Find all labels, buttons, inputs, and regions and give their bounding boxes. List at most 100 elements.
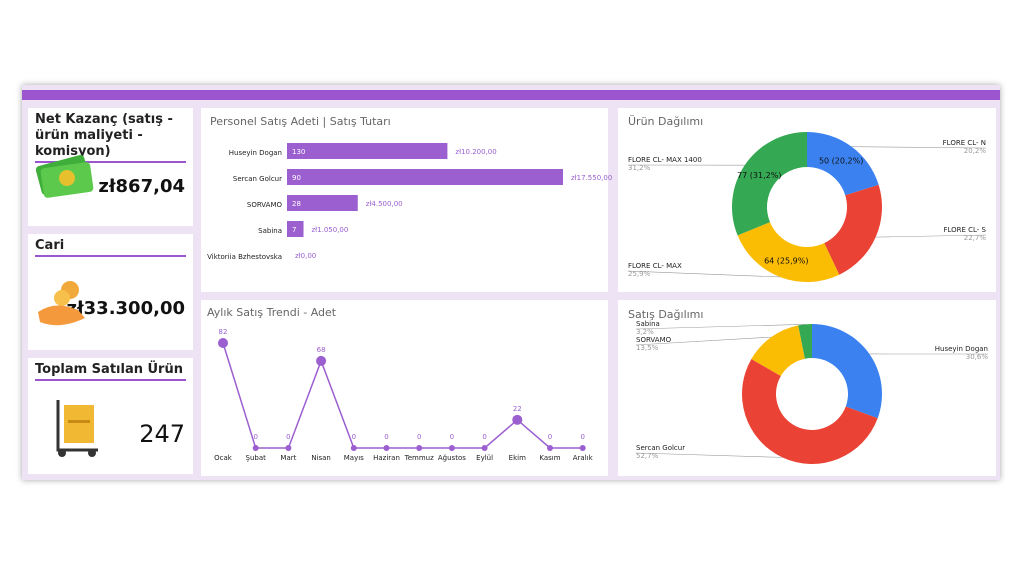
data-label: 22 (513, 405, 522, 413)
slice-label: 64 (25,9%) (764, 257, 808, 266)
bar (287, 143, 448, 159)
x-tick-label: Haziran (373, 454, 400, 462)
data-label: 0 (352, 433, 356, 441)
card-value: zł867,04 (98, 176, 185, 197)
legend-label: FLORE CL- MAX (628, 262, 682, 270)
data-label: zł1.050,00 (312, 226, 349, 234)
data-label: 0 (450, 433, 454, 441)
slice (741, 359, 878, 464)
y-tick-label: Sercan Golcur (233, 175, 282, 183)
chart-title: Ürün Dağılımı (628, 115, 703, 128)
point (448, 445, 455, 451)
x-tick-label: Eylül (476, 454, 493, 462)
point (383, 445, 390, 451)
y-tick-label: Sabina (258, 227, 282, 235)
x-tick-label: Ekim (509, 454, 526, 462)
coin-hand-icon (38, 281, 85, 326)
legend-label: Huseyin Dogan (935, 345, 988, 353)
x-tick-label: Ocak (214, 454, 233, 462)
slice-label: 77 (31,2%) (737, 171, 781, 180)
percent-label: 20,2% (964, 147, 987, 155)
y-tick-label: Viktoriia Bzhestovska (207, 253, 282, 261)
bar-count-label: 90 (292, 174, 301, 182)
money-icon (35, 154, 94, 198)
point (252, 445, 259, 451)
bar-count-label: 7 (292, 226, 296, 234)
percent-label: 30,6% (966, 353, 989, 361)
point (285, 445, 292, 451)
x-tick-label: Mayıs (344, 454, 364, 462)
line (222, 342, 583, 449)
slice (751, 325, 805, 376)
leader-line (851, 146, 987, 149)
kpi-card: Net Kazanç (satış - ürün maliyeti - komi… (28, 108, 193, 226)
leader-line (635, 336, 772, 346)
y-tick-label: SORVAMO (247, 201, 283, 209)
bar-count-label: 130 (292, 148, 305, 156)
chart-title: Personel Satış Adeti | Satış Tutarı (210, 115, 391, 128)
data-label: 0 (286, 433, 290, 441)
legend-label: FLORE CL- N (943, 139, 986, 147)
data-label: 0 (417, 433, 421, 441)
top-bar (22, 90, 1000, 100)
kpi-card: Toplam Satılan Ürün 247 (28, 358, 193, 474)
kpi-card: Cari zł33.300,00 (28, 234, 193, 350)
card-title: Net Kazanç (satış - ürün maliyeti - komi… (35, 112, 186, 163)
slice (732, 132, 807, 236)
percent-label: 52,7% (636, 452, 659, 460)
slice (812, 324, 882, 419)
point (416, 445, 423, 451)
legend-label: FLORE CL- S (943, 226, 986, 234)
leader-line (635, 324, 806, 330)
bar-count-label: 28 (292, 200, 301, 208)
x-tick-label: Kasım (539, 454, 560, 462)
data-label: 0 (580, 433, 584, 441)
data-label: zł10.200,00 (455, 148, 496, 156)
x-tick-label: Temmuz (404, 454, 434, 462)
bar (287, 221, 304, 237)
data-label: 0 (548, 433, 552, 441)
percent-label: 25,9% (628, 270, 651, 278)
x-tick-label: Şubat (246, 454, 267, 462)
card-value: zł33.300,00 (66, 298, 185, 319)
slice (737, 222, 840, 282)
data-label: 0 (253, 433, 257, 441)
data-label: 82 (219, 328, 228, 336)
x-tick-label: Nisan (311, 454, 331, 462)
slice (807, 132, 879, 196)
bar (287, 169, 563, 185)
point (481, 445, 488, 451)
legend-label: FLORE CL- MAX 1400 (628, 156, 702, 164)
data-label: 0 (384, 433, 388, 441)
legend-label: Sabina (636, 320, 660, 328)
leader-line (635, 452, 783, 458)
card-value: 247 (139, 420, 185, 448)
leader-line (875, 234, 987, 238)
chart-title: Aylık Satış Trendi - Adet (207, 306, 337, 319)
point (350, 445, 357, 451)
legend-label: Sercan Golcur (636, 444, 685, 452)
data-label: zł17.550,00 (571, 174, 612, 182)
panel (201, 300, 608, 476)
slice (824, 184, 882, 275)
slice-label: 50 (20,2%) (819, 157, 863, 166)
percent-label: 22,7% (964, 234, 987, 242)
percent-label: 3,2% (636, 328, 654, 336)
card-title: Cari (35, 238, 186, 257)
leader-line (627, 270, 780, 278)
percent-label: 31,2% (628, 164, 651, 172)
panel (201, 108, 608, 292)
x-tick-label: Ağustos (438, 454, 466, 462)
legend-label: SORVAMO (636, 336, 672, 344)
chart-title: Satış Dağılımı (628, 308, 703, 321)
point (316, 355, 327, 366)
data-label: zł0,00 (295, 252, 316, 260)
cart-icon (56, 400, 98, 457)
card-title: Toplam Satılan Ürün (35, 362, 186, 381)
bar (287, 195, 358, 211)
data-label: zł4.500,00 (366, 200, 403, 208)
data-label: 0 (482, 433, 486, 441)
point (512, 414, 523, 425)
